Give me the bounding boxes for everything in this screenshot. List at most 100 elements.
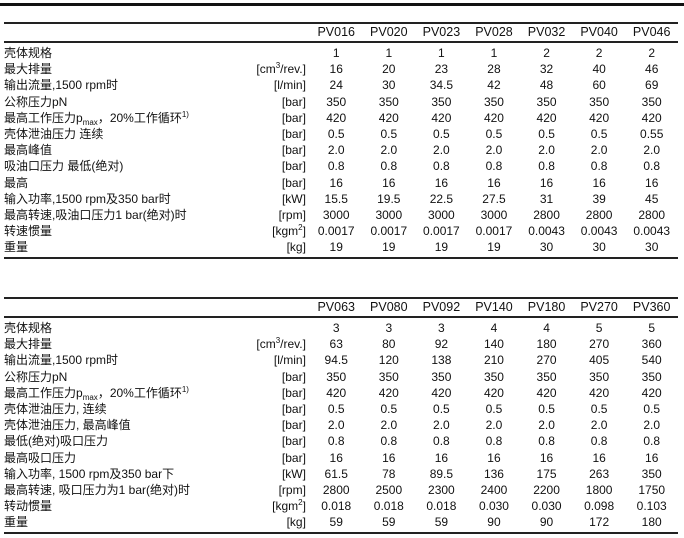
value-cell: 175 [536, 466, 557, 481]
model-header: PV023 [422, 25, 461, 39]
value-cell: 540 [641, 353, 662, 368]
value-cell: 420 [378, 385, 399, 400]
value-cell: 1800 [585, 482, 613, 497]
value-cell: 2400 [480, 482, 508, 497]
table-row: 最高吸口压力 [bar] 16 16 16 16 16 16 16 [4, 450, 678, 466]
value-cell: 0.5 [643, 401, 661, 416]
value-cell: 3000 [322, 207, 350, 222]
row-label-text: 壳体泄油压力, 最高峰值 [4, 418, 131, 433]
value-cell: 420 [378, 110, 399, 125]
value-cell: 0.098 [584, 499, 615, 514]
value-cell: 2200 [533, 482, 560, 497]
spec-table-1: PV016 PV020 PV023 PV028 PV032 PV040 PV046 壳体规格 1… [4, 22, 678, 260]
value-cell: 350 [483, 94, 504, 109]
value-cell: 0.5 [485, 126, 503, 141]
unit-text: [rpm] [278, 482, 306, 497]
value-cell: 0.8 [538, 434, 555, 449]
row-label-text-cont: ，20%工作循环 [97, 385, 182, 400]
value-cell: 61.5 [324, 466, 348, 481]
value-cell: 4 [543, 321, 550, 335]
unit-text: [bar] [281, 143, 306, 158]
value-cell: 34.5 [429, 78, 454, 93]
value-cell: 420 [536, 385, 557, 400]
value-cell: 16 [329, 62, 343, 77]
value-cell: 30 [539, 240, 554, 255]
value-cell: 30 [382, 78, 396, 93]
value-cell: 16 [487, 175, 501, 190]
table-row: 输出流量,1500 rpm时 [l/min] 94.5 120 138 210 270 405… [4, 352, 678, 368]
row-label: 壳体规格 [4, 45, 220, 61]
row-unit: [bar] [220, 158, 310, 174]
table-row: 最大排量 [cm3/rev.] 63 80 92 140 180 270 360 [4, 336, 678, 352]
table-row: 最高转速, 吸口压力为1 bar(绝对)时 [rpm] 2800 2500 2300 24… [4, 482, 678, 498]
table-top-rule [4, 297, 678, 299]
value-cell: 2.0 [643, 418, 661, 433]
value-cell: 0.8 [643, 159, 661, 174]
value-cell: 180 [536, 337, 557, 352]
value-cell: 19 [487, 240, 501, 255]
value-cell: 350 [431, 369, 452, 384]
value-cell: 2800 [533, 207, 560, 222]
unit-text: [bar] [281, 126, 306, 141]
row-label: 重量 [4, 514, 220, 530]
value-cell: 420 [431, 110, 452, 125]
value-cell: 3000 [480, 207, 508, 222]
value-cell: 89.5 [429, 466, 454, 481]
value-cell: 31 [539, 191, 554, 206]
value-cell: 263 [589, 466, 610, 481]
unit-text: [cm [256, 62, 276, 77]
model-header: PV080 [370, 300, 408, 314]
value-cell: 2800 [322, 482, 350, 497]
value-cell: 2.0 [538, 143, 555, 158]
model-header: PV032 [527, 25, 566, 39]
table-row: 转动惯量 [kgm2] 0.018 0.018 0.018 0.030 0.030 0.098… [4, 498, 678, 514]
value-cell: 420 [431, 385, 452, 400]
value-cell: 60 [592, 78, 606, 93]
header-label-spacer [4, 24, 220, 41]
value-cell: 0.8 [380, 434, 398, 449]
value-cell: 350 [589, 94, 610, 109]
table-row: 壳体规格 3 3 3 4 4 5 5 [4, 320, 678, 336]
row-unit: [kgm2] [220, 223, 310, 239]
value-cell: 2.0 [327, 143, 345, 158]
value-cell: 0.5 [327, 126, 345, 141]
row-label: 壳体泄油压力 连续 [4, 126, 220, 142]
header-row: PV016 PV020 PV023 PV028 PV032 PV040 PV046 [4, 24, 678, 41]
value-cell: 16 [434, 175, 449, 190]
row-label-text: 最高工作压力p [4, 385, 83, 400]
value-cell: 2500 [375, 482, 403, 497]
unit-text: [bar] [281, 385, 306, 400]
row-label-text: 重量 [4, 240, 29, 255]
header-label-spacer [4, 299, 220, 316]
value-cell: 94.5 [324, 353, 348, 368]
row-label-text: 最低(绝对)吸口压力 [4, 434, 108, 449]
table-row: 输入功率,1500 rpm及350 bar时 [kW] 15.5 19.5 22.5 27… [4, 191, 678, 207]
value-cell: 2.0 [485, 418, 503, 433]
value-cell: 30 [645, 240, 659, 255]
row-label-text: 最高 [4, 175, 29, 190]
value-cell: 420 [589, 385, 610, 400]
row-label: 最大排量 [4, 336, 220, 352]
value-cell: 2 [648, 46, 656, 60]
row-label: 输出流量,1500 rpm时 [4, 352, 220, 368]
table-body: 壳体规格 3 3 3 4 4 5 5 最大排量 [cm3/rev.] 63 80 92 140 180 270… [4, 318, 678, 532]
value-cell: 30 [592, 240, 606, 255]
value-cell: 0.5 [485, 401, 503, 416]
value-cell: 23 [434, 62, 449, 77]
unit-text-cont: /rev.] [280, 62, 306, 77]
value-cell: 69 [645, 78, 659, 93]
value-cell: 46 [645, 62, 659, 77]
value-cell: 350 [431, 94, 452, 109]
value-cell: 350 [641, 466, 662, 481]
unit-superscript: 3 [275, 61, 281, 71]
value-cell: 0.5 [433, 401, 450, 416]
row-label: 公称压力pN [4, 94, 220, 110]
value-cell: 0.8 [643, 434, 661, 449]
value-cell: 420 [326, 385, 347, 400]
row-label-text: 转速惯量 [4, 224, 53, 239]
value-cell: 1750 [638, 482, 666, 497]
footnote-marker: 1) [181, 384, 189, 394]
value-cell: 0.018 [321, 499, 352, 514]
value-cell: 350 [641, 94, 662, 109]
value-cell: 350 [326, 369, 347, 384]
